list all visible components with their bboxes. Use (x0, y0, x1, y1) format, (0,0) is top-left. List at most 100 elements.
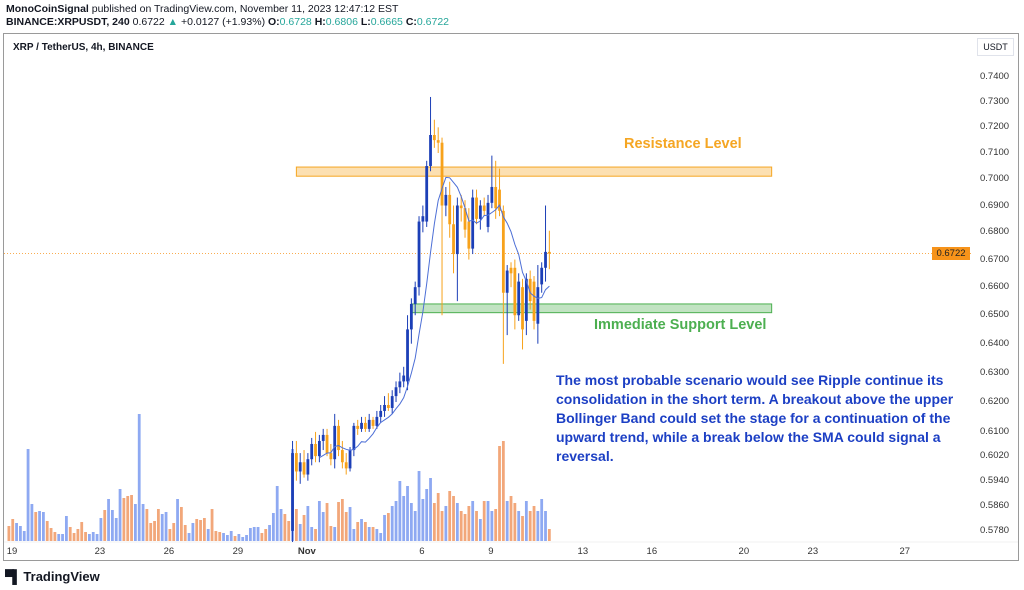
volume-bar (455, 503, 459, 541)
volume-bar (329, 526, 333, 541)
candle-body (432, 135, 436, 141)
volume-bar (149, 523, 153, 541)
last-price-label: 0.6722 (932, 247, 970, 261)
candle-body (417, 221, 421, 288)
volume-bar (540, 499, 544, 541)
volume-bar (241, 537, 245, 541)
candle-body (501, 210, 505, 293)
candle-body (490, 186, 494, 203)
time-tick: 16 (646, 546, 658, 557)
candle-body (402, 375, 406, 382)
volume-bar (18, 526, 22, 541)
candle-body (521, 287, 524, 330)
volume-bar (122, 498, 126, 541)
volume-bar (176, 499, 179, 541)
volume-bar (179, 507, 183, 541)
candle-body (371, 419, 375, 426)
resistance-zone (295, 166, 773, 177)
candle-body (314, 443, 317, 457)
candle-body (482, 205, 486, 211)
currency-button[interactable]: USDT (977, 38, 1014, 56)
candle-body (310, 443, 314, 460)
volume-bar (321, 512, 325, 541)
current-price: 0.6722 (132, 16, 165, 28)
candle-body (540, 267, 544, 285)
volume-bar (547, 529, 551, 541)
volume-bar (80, 522, 84, 541)
price-tick: 0.6020 (980, 450, 1010, 462)
volume-bar (283, 514, 287, 541)
volume-bar (494, 509, 498, 541)
volume-bar (187, 533, 191, 541)
volume-bar (210, 509, 214, 541)
author-name[interactable]: MonoCoinSignal (6, 3, 89, 15)
volume-bar (126, 496, 130, 541)
volume-bar (168, 529, 172, 541)
volume-bar (68, 527, 72, 541)
volume-bar (467, 506, 471, 541)
price-chart[interactable] (4, 34, 1019, 561)
volume-bar (72, 533, 76, 541)
volume-bar (64, 516, 68, 541)
volume-bar (264, 529, 268, 541)
price-tick: 0.7000 (980, 173, 1010, 185)
price-change: +0.0127 (+1.93%) (181, 16, 266, 28)
volume-bar (164, 512, 168, 541)
volume-bar (49, 528, 53, 541)
chart-frame[interactable]: XRP / TetherUS, 4h, BINANCE USDT 0.7400 0… (3, 33, 1019, 561)
volume-bar (536, 511, 540, 541)
candle-body (455, 205, 459, 255)
price-tick: 0.7300 (980, 95, 1010, 107)
time-tick: 9 (488, 546, 494, 557)
candle-body (317, 440, 321, 457)
tradingview-logo[interactable]: ▀▌ TradingView (5, 569, 100, 584)
volume-bar (256, 527, 260, 541)
volume-bar (275, 486, 279, 541)
price-tick: 0.6700 (980, 253, 1010, 265)
time-tick: 19 (6, 546, 18, 557)
time-tick: 29 (232, 546, 244, 557)
time-tick: 27 (899, 546, 911, 557)
candle-body (513, 267, 517, 316)
candle-body (467, 221, 471, 249)
candle-body (398, 381, 402, 388)
candle-body (383, 404, 386, 411)
candle-body (406, 329, 409, 382)
candle-body (360, 422, 363, 429)
price-tick: 0.6100 (980, 425, 1010, 437)
volume-bar (76, 529, 80, 541)
candle-body (340, 450, 344, 463)
candle-body (333, 425, 337, 460)
volume-bar (137, 414, 141, 541)
volume-bar (444, 506, 448, 541)
volume-bar (517, 511, 521, 541)
symbol-info: BINANCE:XRPUSDT, 240 0.6722 ▲ +0.0127 (+… (6, 16, 449, 28)
volume-bar (84, 532, 87, 541)
volume-bar (544, 511, 547, 541)
volume-bar (245, 535, 248, 541)
volume-bar (53, 532, 57, 541)
candle-body (425, 166, 429, 222)
candle-body (375, 416, 379, 426)
candle-body (298, 462, 302, 472)
volume-bar (505, 501, 509, 541)
time-tick: 23 (94, 546, 106, 557)
volume-bar (375, 529, 379, 541)
volume-bar (413, 511, 417, 541)
candles (291, 96, 551, 542)
close-value: 0.6722 (416, 16, 450, 28)
volume-bar (501, 441, 505, 541)
volume-bar (306, 506, 310, 541)
volume-bar (268, 525, 271, 541)
candle-body (394, 387, 398, 397)
price-tick: 0.6600 (980, 281, 1010, 293)
candle-body (509, 267, 513, 274)
candle-body (329, 453, 333, 460)
volume-bar (390, 506, 394, 541)
volume-bar (429, 478, 432, 541)
volume-bar (279, 509, 283, 541)
time-tick: 26 (163, 546, 175, 557)
candle-body (528, 278, 532, 302)
volume-bar (133, 504, 137, 541)
volume-bar (214, 531, 218, 541)
